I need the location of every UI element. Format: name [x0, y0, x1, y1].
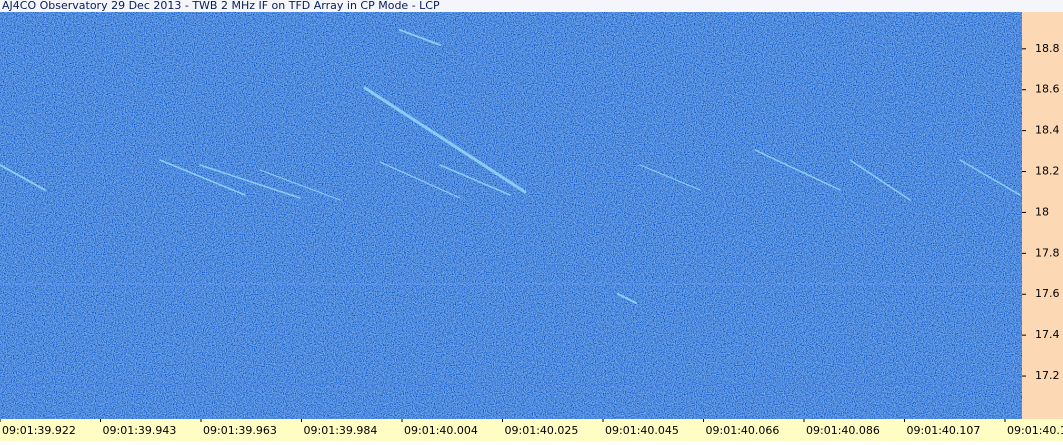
y-tick-label: 18.4 — [1035, 124, 1060, 137]
y-tick-label: 18.8 — [1035, 42, 1060, 55]
x-tick-label: 09:01:40.025 — [505, 424, 579, 437]
y-tick-label: 17.8 — [1035, 246, 1060, 259]
x-tick-label: 09:01:39.963 — [203, 424, 277, 437]
x-tick-label: 09:01:39.922 — [2, 424, 76, 437]
x-tick-label: 09:01:40.086 — [806, 424, 880, 437]
x-tick-label: 09:01:40.107 — [907, 424, 981, 437]
y-tick-label: 18 — [1035, 205, 1049, 218]
y-tick-label: 17.4 — [1035, 328, 1060, 341]
x-tick-label: 09:01:40.004 — [404, 424, 478, 437]
y-tick-label: 17.2 — [1035, 369, 1060, 382]
x-tick-label: 09:01:39.943 — [103, 424, 177, 437]
y-tick-label: 18.2 — [1035, 165, 1060, 178]
x-tick-label: 09:01:40.066 — [706, 424, 780, 437]
chart-title: AJ4CO Observatory 29 Dec 2013 - TWB 2 MH… — [2, 0, 440, 12]
spectrogram-noise — [0, 12, 1022, 419]
x-tick-label: 09:01:40.127 — [1007, 424, 1063, 437]
x-tick-label: 09:01:39.984 — [304, 424, 378, 437]
y-tick-label: 17.6 — [1035, 287, 1060, 300]
y-tick-label: 18.6 — [1035, 83, 1060, 96]
x-tick-label: 09:01:40.045 — [605, 424, 679, 437]
